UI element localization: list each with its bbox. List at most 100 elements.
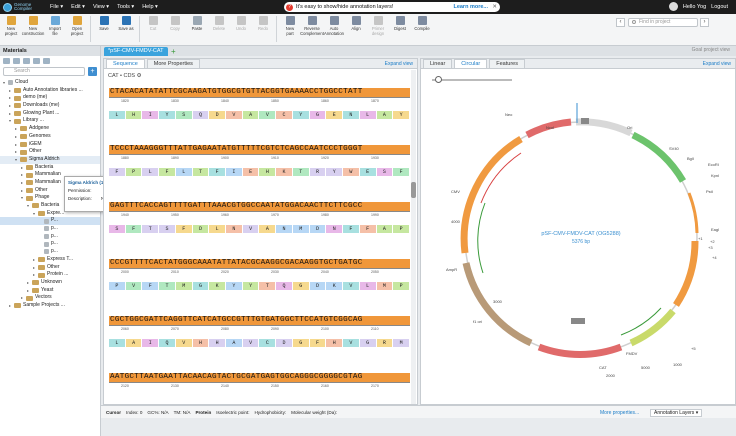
tree-item[interactable]: ▾ Phage	[0, 194, 100, 202]
amino-acid[interactable]: P	[393, 282, 410, 290]
tree-item[interactable]: p...	[0, 225, 100, 233]
dna-sequence[interactable]: CTACACATATATTCGCAAGATGTGGCGTGTTACGGTGAAA…	[109, 88, 410, 97]
amino-acid[interactable]: A	[376, 225, 394, 233]
amino-acid[interactable]: G	[292, 282, 310, 290]
amino-acid[interactable]: L	[142, 168, 160, 176]
amino-acid[interactable]: F	[142, 282, 160, 290]
amino-acid[interactable]: K	[276, 168, 293, 176]
expand-arrow-icon[interactable]: ▸	[9, 95, 12, 101]
amino-acid[interactable]: Y	[326, 168, 344, 176]
amino-acid[interactable]: I	[142, 339, 160, 347]
toolbar-cut-button[interactable]: Cut	[142, 16, 164, 42]
add-material-button[interactable]: +	[88, 67, 97, 76]
amino-acid[interactable]: L	[209, 225, 227, 233]
amino-acid[interactable]: V	[259, 111, 277, 119]
amino-acid[interactable]: W	[343, 168, 360, 176]
amino-acid[interactable]: Q	[192, 111, 210, 119]
map-label[interactable]: EcoRI	[708, 162, 719, 167]
amino-acid[interactable]: C	[259, 339, 277, 347]
tab-circular[interactable]: Circular	[454, 59, 488, 68]
amino-acid[interactable]: E	[359, 168, 377, 176]
amino-acid[interactable]: V	[242, 225, 260, 233]
tree-item[interactable]: ▸ iGEM	[0, 141, 100, 149]
toolbar-copy-button[interactable]: Copy	[164, 16, 186, 42]
filter-icon[interactable]	[33, 58, 40, 64]
amino-acid[interactable]: D	[309, 225, 327, 233]
amino-acid[interactable]: E	[326, 111, 344, 119]
toolbar-new-project-button[interactable]: New project	[0, 16, 22, 42]
map-label[interactable]: PstI	[706, 189, 713, 194]
settings-icon[interactable]	[43, 58, 50, 64]
amino-acid[interactable]: Y	[393, 111, 410, 119]
map-label[interactable]: 2000	[606, 373, 616, 378]
tree-item[interactable]: ▸ Other	[0, 148, 100, 156]
tree-item[interactable]: p...	[0, 233, 100, 241]
tree-item[interactable]: ▸ Sample Projects ...	[0, 302, 100, 310]
amino-acid[interactable]: C	[276, 111, 293, 119]
tree-item[interactable]: ▸ Mammalian	[0, 179, 100, 187]
amino-acid[interactable]: Y	[292, 111, 310, 119]
map-label[interactable]: Neo	[505, 112, 513, 117]
scroll-thumb[interactable]	[411, 182, 416, 198]
tree-item[interactable]: ▸ Vectors	[0, 294, 100, 302]
amino-acid[interactable]: N	[326, 225, 344, 233]
toolbar-primer-design-button[interactable]: Primer design	[367, 16, 389, 42]
expand-arrow-icon[interactable]: ▸	[27, 287, 30, 293]
back-button[interactable]: ‹	[616, 18, 625, 27]
amino-acid[interactable]: Q	[276, 282, 293, 290]
expand-arrow-icon[interactable]: ▸	[9, 103, 12, 109]
amino-acid[interactable]: N	[226, 225, 243, 233]
amino-acid[interactable]: K	[326, 282, 344, 290]
toolbar-align-button[interactable]: Align	[345, 16, 367, 42]
amino-acid[interactable]: Y	[159, 111, 176, 119]
amino-acid[interactable]: P	[109, 282, 126, 290]
toolbar-compile-button[interactable]: Compile	[411, 16, 433, 42]
amino-acid[interactable]: V	[226, 111, 243, 119]
amino-acid[interactable]: M	[292, 225, 310, 233]
tree-item[interactable]: ▾ Library ...	[0, 117, 100, 125]
dna-sequence[interactable]: AATGCTTAATGAATTACAACAGTACTGCGATGAGTGGCAG…	[109, 373, 410, 382]
map-label[interactable]: AmpR	[446, 267, 457, 272]
expand-arrow-icon[interactable]: ▸	[33, 272, 36, 278]
expand-arrow-icon[interactable]: ▸	[21, 164, 24, 170]
amino-acid[interactable]: H	[192, 339, 210, 347]
dna-sequence[interactable]: CGCTGGCGATTCAGGTTCATCATGCCGTTTGTGATGGCTT…	[109, 316, 410, 325]
amino-acid[interactable]: T	[142, 225, 160, 233]
goal-project-view[interactable]: Goal project view	[691, 47, 730, 53]
amino-acid[interactable]: P	[125, 168, 143, 176]
tree-item[interactable]: ▸ demo (me)	[0, 94, 100, 102]
map-label[interactable]: +3	[708, 245, 713, 250]
amino-acid[interactable]: Y	[242, 282, 260, 290]
amino-acid[interactable]: I	[226, 168, 243, 176]
toolbar-undo-button[interactable]: Undo	[230, 16, 252, 42]
forward-button[interactable]: ›	[700, 18, 709, 27]
tree-item[interactable]: ▾ Cloud	[0, 79, 100, 87]
amino-acid[interactable]: D	[309, 282, 327, 290]
amino-acid[interactable]: G	[292, 339, 310, 347]
tree-item[interactable]: ▸ Addgene	[0, 125, 100, 133]
map-label[interactable]: CMV	[451, 189, 460, 194]
menu-view[interactable]: View ▾	[92, 4, 110, 10]
annotation-layers-button[interactable]: Annotation Layers ▾	[650, 409, 703, 417]
amino-acid[interactable]: I	[142, 111, 160, 119]
amino-acid[interactable]: R	[309, 168, 327, 176]
new-tab-icon[interactable]: +	[171, 47, 176, 56]
expand-arrow-icon[interactable]: ▸	[15, 141, 18, 147]
tree-item[interactable]: P...	[0, 217, 100, 226]
toolbar-redo-button[interactable]: Redo	[252, 16, 274, 42]
zoom-slider[interactable]	[432, 79, 512, 81]
menu-edit[interactable]: Edit ▾	[71, 4, 85, 10]
map-label[interactable]: +5	[691, 346, 696, 351]
tab-sequence[interactable]: Sequence	[106, 59, 145, 68]
tree-item[interactable]: ▸ Other	[0, 187, 100, 195]
amino-acid[interactable]: V	[242, 339, 260, 347]
amino-acid[interactable]: H	[125, 111, 143, 119]
tree-item[interactable]: ▸ Bacteria	[0, 164, 100, 172]
amino-acid[interactable]: E	[242, 168, 260, 176]
tree-item[interactable]: ▾ Bacteria	[0, 202, 100, 210]
amino-acid[interactable]: S	[159, 225, 176, 233]
tree-item[interactable]: p...	[0, 240, 100, 248]
map-label[interactable]: 4000	[451, 219, 461, 224]
expand-arrow-icon[interactable]: ▸	[9, 302, 12, 308]
tree-item[interactable]: p...	[0, 248, 100, 256]
